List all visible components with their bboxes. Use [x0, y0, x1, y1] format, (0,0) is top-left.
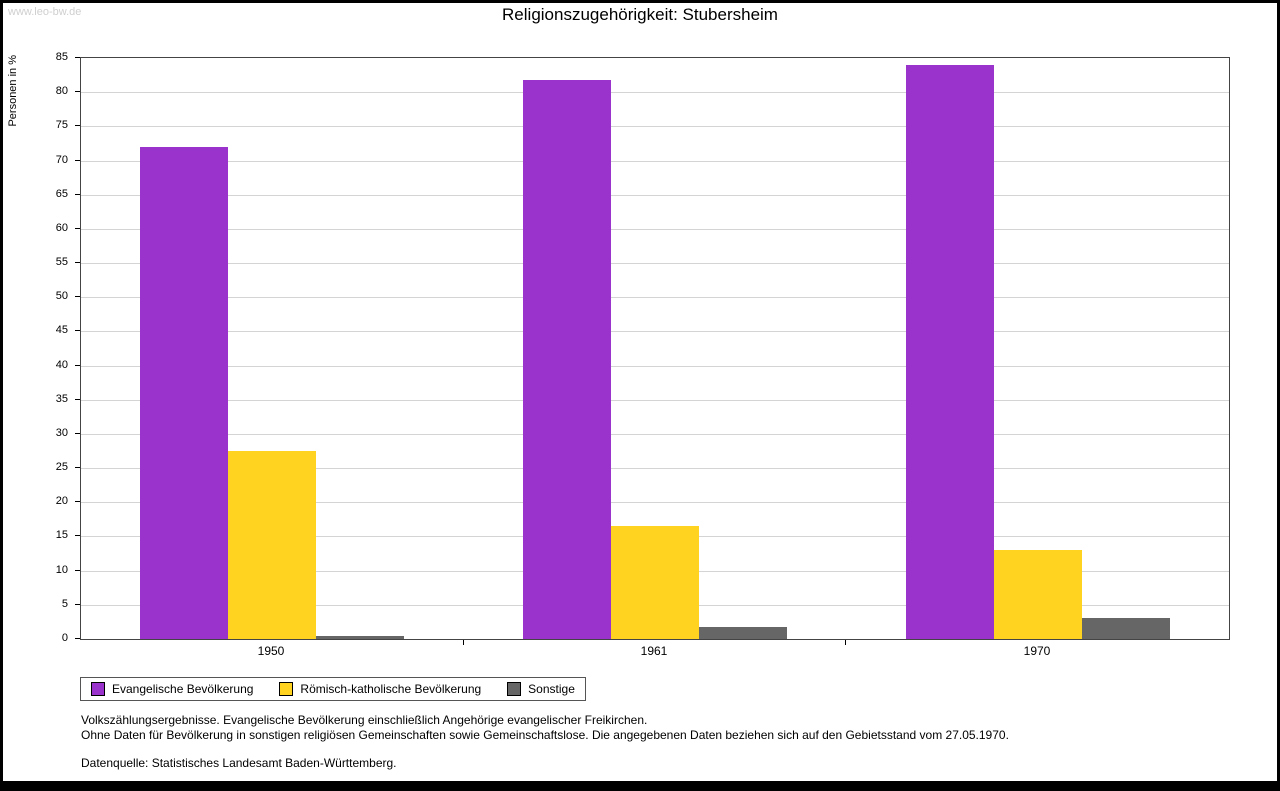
- y-tick-label: 5: [61, 598, 68, 610]
- y-tick-label: 35: [55, 393, 68, 405]
- y-tick: [75, 296, 80, 297]
- y-tick-label: 80: [55, 85, 68, 97]
- legend: Evangelische Bevölkerung Römisch-katholis…: [80, 677, 586, 701]
- y-tick: [75, 194, 80, 195]
- y-tick-label: 75: [55, 119, 68, 131]
- gridline: [81, 502, 1229, 503]
- legend-item: Evangelische Bevölkerung: [91, 682, 253, 696]
- gridline: [81, 400, 1229, 401]
- bar: [1082, 618, 1170, 639]
- footnotes: Volkszählungsergebnisse. Evangelische Be…: [81, 713, 1009, 771]
- y-tick: [75, 433, 80, 434]
- y-tick-label: 0: [61, 632, 68, 644]
- y-tick: [75, 399, 80, 400]
- footnote-line: Volkszählungsergebnisse. Evangelische Be…: [81, 713, 648, 727]
- y-tick: [75, 604, 80, 605]
- x-boundary-tick: [845, 640, 846, 645]
- y-tick: [75, 330, 80, 331]
- bar: [994, 550, 1082, 639]
- gridline: [81, 468, 1229, 469]
- y-tick-label: 60: [55, 222, 68, 234]
- gridline: [81, 126, 1229, 127]
- gridline: [81, 366, 1229, 367]
- legend-label: Römisch-katholische Bevölkerung: [300, 682, 482, 696]
- y-tick-label: 50: [55, 290, 68, 302]
- y-tick-label: 45: [55, 324, 68, 336]
- y-tick: [75, 570, 80, 571]
- y-tick: [75, 57, 80, 58]
- y-tick: [75, 160, 80, 161]
- y-tick-label: 70: [55, 154, 68, 166]
- legend-swatch: [91, 682, 105, 696]
- footnote-line: Ohne Daten für Bevölkerung in sonstigen …: [81, 728, 1009, 742]
- bar: [699, 627, 787, 639]
- x-boundary-tick: [463, 640, 464, 645]
- y-tick-label: 85: [55, 51, 68, 63]
- y-tick: [75, 501, 80, 502]
- y-axis-labels: 0 5 10 15 20 25 30 35 40 45 50 55 60 65 70 75 80 85: [3, 51, 80, 644]
- bar: [228, 451, 316, 639]
- y-tick-label: 25: [55, 461, 68, 473]
- legend-label: Evangelische Bevölkerung: [112, 682, 254, 696]
- y-tick: [75, 365, 80, 366]
- page-title: Religionszugehörigkeit: Stubersheim: [502, 5, 778, 24]
- gridline: [81, 161, 1229, 162]
- x-tick-label: 1970: [1023, 644, 1051, 658]
- y-tick-label: 40: [55, 359, 68, 371]
- y-tick-label: 15: [55, 529, 68, 541]
- y-tick: [75, 467, 80, 468]
- bar: [140, 147, 228, 639]
- y-tick: [75, 638, 80, 639]
- y-tick-label: 20: [55, 495, 68, 507]
- bar: [316, 636, 404, 639]
- legend-swatch: [279, 682, 294, 696]
- y-tick: [75, 125, 80, 126]
- y-tick-label: 30: [55, 427, 68, 439]
- x-tick-label: 1961: [640, 644, 668, 658]
- gridline: [81, 263, 1229, 264]
- legend-item: Römisch-katholische Bevölkerung: [279, 682, 481, 696]
- y-tick: [75, 228, 80, 229]
- plot-area: [80, 57, 1230, 640]
- gridline: [81, 92, 1229, 93]
- bar: [523, 80, 611, 639]
- gridline: [81, 297, 1229, 298]
- legend-swatch: [507, 682, 522, 696]
- legend-label: Sonstige: [528, 682, 575, 696]
- y-tick: [75, 91, 80, 92]
- y-tick: [75, 535, 80, 536]
- y-tick: [75, 262, 80, 263]
- gridline: [81, 229, 1229, 230]
- bar: [611, 526, 699, 639]
- footnote-source: Datenquelle: Statistisches Landesamt Bad…: [81, 756, 397, 770]
- gridline: [81, 434, 1229, 435]
- watermark: www.leo-bw.de: [8, 6, 82, 18]
- legend-item: Sonstige: [507, 682, 575, 696]
- gridline: [81, 331, 1229, 332]
- y-tick-label: 65: [55, 188, 68, 200]
- bar: [906, 65, 994, 639]
- y-tick-label: 55: [55, 256, 68, 268]
- x-axis-labels: 1950 1961 1970: [80, 640, 1228, 662]
- x-tick-label: 1950: [257, 644, 285, 658]
- gridline: [81, 195, 1229, 196]
- y-tick-label: 10: [55, 564, 68, 576]
